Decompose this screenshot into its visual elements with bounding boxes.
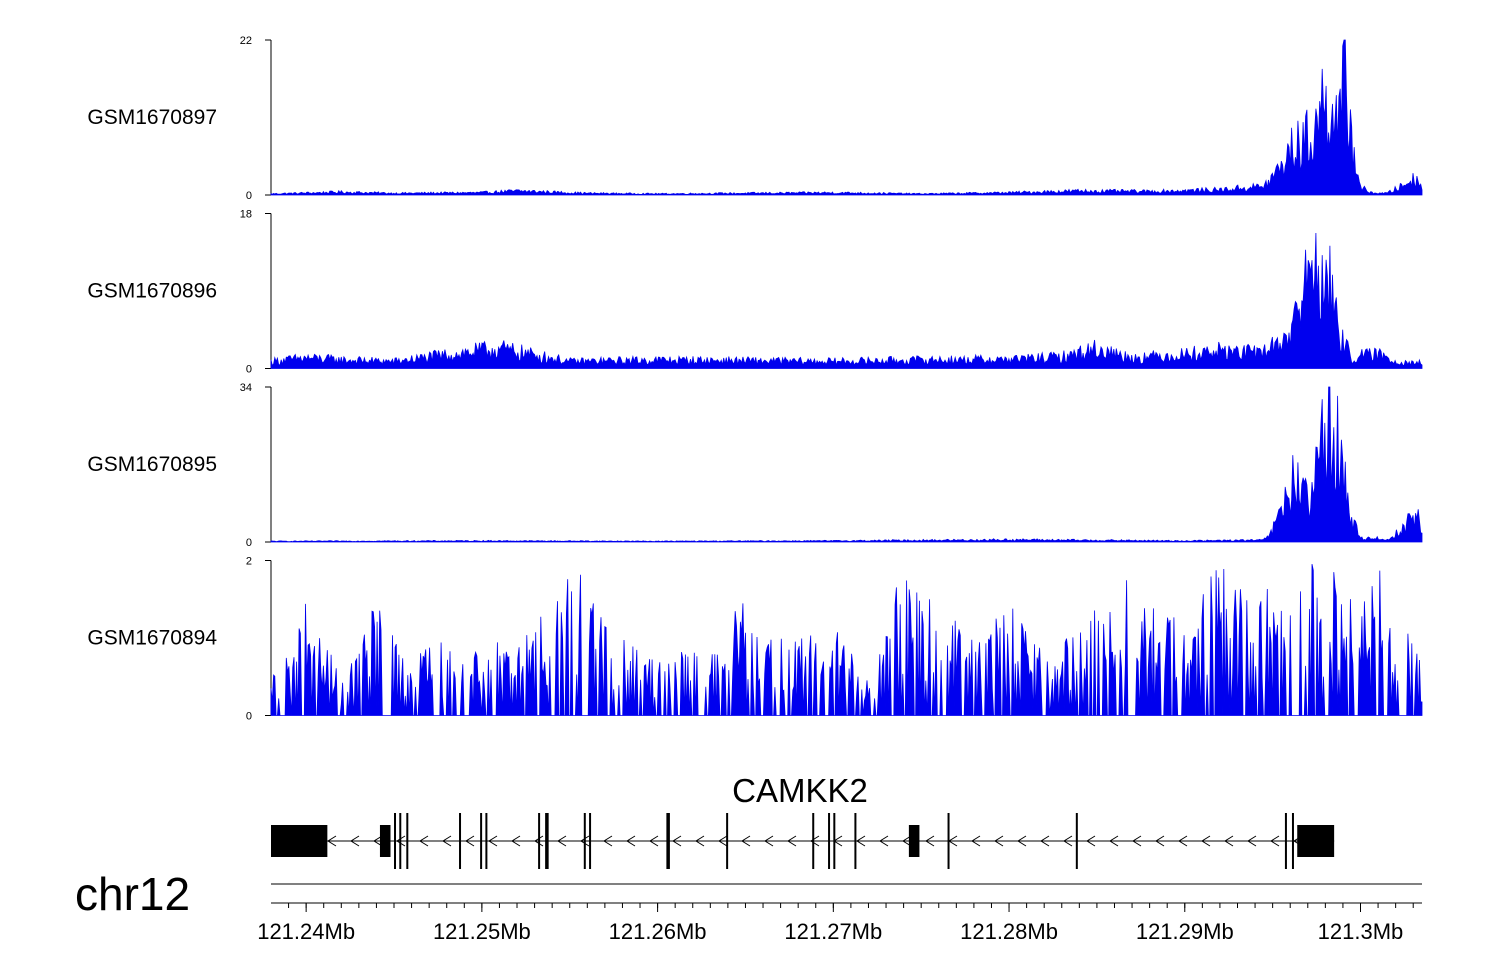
strand-chevron — [580, 835, 590, 847]
track-label: GSM1670896 — [87, 280, 217, 303]
track-y-tick-label: 0 — [246, 190, 252, 202]
strand-chevron — [1270, 835, 1280, 847]
coverage-area — [270, 39, 1423, 196]
strand-chevron — [971, 835, 981, 847]
track-y-tick-label: 18 — [240, 209, 252, 221]
strand-chevron — [1155, 835, 1165, 847]
track-y-tick-label: 22 — [240, 35, 252, 47]
strand-chevron — [1224, 835, 1234, 847]
exon-block — [1284, 813, 1287, 869]
strand-chevron — [1017, 835, 1027, 847]
gene-name-label: CAMKK2 — [732, 772, 868, 809]
gene-model-track: CAMKK2 — [271, 772, 1335, 869]
track-y-tick-label: 34 — [240, 382, 252, 394]
exon-block — [406, 813, 409, 869]
strand-chevron — [327, 835, 337, 847]
exon-block — [583, 813, 586, 869]
exon-block — [947, 813, 950, 869]
strand-chevron — [856, 835, 866, 847]
axis-tick-label: 121.25Mb — [433, 919, 531, 944]
exon-block — [538, 813, 541, 869]
exon-block — [828, 813, 831, 869]
track-label: GSM1670895 — [87, 453, 217, 476]
exon-block — [666, 813, 670, 869]
track-gsm1670895: GSM1670895 34 0 — [87, 382, 1423, 549]
track-gsm1670896: GSM1670896 18 0 — [87, 209, 1423, 376]
strand-chevron — [741, 835, 751, 847]
chromosome-label: chr12 — [75, 868, 190, 920]
strand-chevron — [994, 835, 1004, 847]
strand-chevron — [1247, 835, 1257, 847]
strand-chevron — [902, 835, 912, 847]
exon-block — [399, 813, 402, 869]
strand-chevron — [557, 835, 567, 847]
exon-block — [854, 813, 857, 869]
exon-block — [394, 813, 397, 869]
exon-block — [589, 813, 592, 869]
axis-tick-label: 121.27Mb — [784, 919, 882, 944]
strand-chevron — [465, 835, 475, 847]
strand-chevron — [1109, 835, 1119, 847]
strand-chevron — [879, 835, 889, 847]
strand-chevron — [442, 835, 452, 847]
exon-block — [812, 813, 815, 869]
exon-block — [459, 813, 462, 869]
exon-block — [485, 813, 488, 869]
strand-chevron — [810, 835, 820, 847]
strand-chevron — [649, 835, 659, 847]
coverage-area — [270, 564, 1423, 716]
strand-chevron — [718, 835, 728, 847]
strand-chevron — [1178, 835, 1188, 847]
axis-tick-label: 121.29Mb — [1136, 919, 1234, 944]
strand-chevron — [534, 835, 544, 847]
track-gsm1670897: GSM1670897 22 0 — [87, 35, 1423, 202]
strand-chevron — [603, 835, 613, 847]
strand-chevron — [1201, 835, 1211, 847]
track-y-tick-label: 0 — [246, 364, 252, 376]
exon-block — [1291, 813, 1294, 869]
exon-block — [320, 825, 328, 857]
strand-chevron — [396, 835, 406, 847]
exon-block — [833, 813, 836, 869]
strand-chevron — [419, 835, 429, 847]
strand-chevron — [695, 835, 705, 847]
strand-chevron — [1040, 835, 1050, 847]
exon-block — [480, 813, 483, 869]
strand-chevron — [488, 835, 498, 847]
strand-chevron — [511, 835, 521, 847]
track-y-tick-label: 0 — [246, 711, 252, 723]
strand-chevron — [1132, 835, 1142, 847]
strand-chevron — [626, 835, 636, 847]
exon-block — [271, 825, 328, 857]
strand-chevron — [373, 835, 383, 847]
strand-chevron — [1063, 835, 1073, 847]
axis-tick-label: 121.3Mb — [1318, 919, 1404, 944]
strand-chevron — [350, 835, 360, 847]
axis-tick-label: 121.26Mb — [609, 919, 707, 944]
exon-block — [1075, 813, 1078, 869]
strand-chevron — [787, 835, 797, 847]
track-label: GSM1670894 — [87, 627, 217, 650]
strand-chevron — [1086, 835, 1096, 847]
strand-chevron — [672, 835, 682, 847]
axis-tick-label: 121.24Mb — [257, 919, 355, 944]
axis-tick-label: 121.28Mb — [960, 919, 1058, 944]
track-gsm1670894: GSM1670894 2 0 — [87, 556, 1423, 723]
track-y-tick-label: 2 — [246, 556, 252, 568]
exon-block — [726, 813, 729, 869]
exon-block — [379, 825, 391, 857]
exon-block — [908, 825, 920, 857]
strand-chevron — [925, 835, 935, 847]
strand-chevron — [764, 835, 774, 847]
exon-block — [1297, 825, 1335, 857]
track-label: GSM1670897 — [87, 106, 217, 129]
exon-block — [545, 813, 549, 869]
coverage-area — [270, 386, 1423, 543]
track-y-tick-label: 0 — [246, 537, 252, 549]
coverage-area — [270, 232, 1423, 369]
tracks-layer: GSM1670897220GSM1670896180GSM1670895340G… — [87, 35, 1423, 723]
genome-axis: chr12 121.24Mb 121.25Mb 121.26Mb 121.27Mb 12… — [75, 868, 1422, 944]
